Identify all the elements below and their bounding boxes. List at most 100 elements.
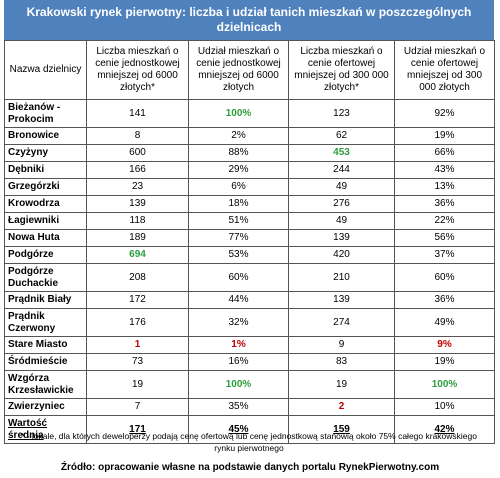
table-cell: 22% xyxy=(394,212,495,230)
table-cell: 172 xyxy=(86,291,189,309)
table-cell: 189 xyxy=(86,229,189,247)
table-body: Bieżanów - Prokocim 141 100% 123 92% Bronowic… xyxy=(4,99,495,444)
table-cell: 37% xyxy=(394,246,495,264)
table-cell: 51% xyxy=(188,212,289,230)
table-cell: 19 xyxy=(86,370,189,399)
table-cell: 19 xyxy=(288,370,395,399)
district-name: Krowodrza xyxy=(4,195,87,213)
table-row: Nowa Huta 189 77% 139 56% xyxy=(4,229,495,247)
column-header: Liczba mieszkań o cenie jednostkowej mni… xyxy=(86,40,189,100)
table-cell: 77% xyxy=(188,229,289,247)
table-cell: 49% xyxy=(394,308,495,337)
table-cell: 60% xyxy=(394,263,495,292)
district-name: Stare Miasto xyxy=(4,336,87,354)
table-row: Bronowice 8 2% 62 19% xyxy=(4,127,495,145)
table-cell: 244 xyxy=(288,161,395,179)
district-name: Czyżyny xyxy=(4,144,87,162)
district-name: Wartość średnia xyxy=(4,415,87,444)
table-cell: 2 xyxy=(288,398,395,416)
table-row: Grzegórzki 23 6% 49 13% xyxy=(4,178,495,196)
table-cell: 32% xyxy=(188,308,289,337)
table-cell: 100% xyxy=(394,370,495,399)
district-name: Prądnik Biały xyxy=(4,291,87,309)
table-cell: 88% xyxy=(188,144,289,162)
column-header: Udział mieszkań o cenie jednostkowej mni… xyxy=(188,40,289,100)
table-row: Podgórze Duchackie 208 60% 210 60% xyxy=(4,263,495,292)
table-row: Podgórze 694 53% 420 37% xyxy=(4,246,495,264)
table-row: Stare Miasto 1 1% 9 9% xyxy=(4,336,495,354)
table-row: Śródmieście 73 16% 83 19% xyxy=(4,353,495,371)
table-cell: 23 xyxy=(86,178,189,196)
district-name: Śródmieście xyxy=(4,353,87,371)
table-cell: 100% xyxy=(188,370,289,399)
column-header: Liczba mieszkań o cenie ofertowej mniejs… xyxy=(288,40,395,100)
table-cell: 16% xyxy=(188,353,289,371)
district-name: Podgórze xyxy=(4,246,87,264)
table-row: Wzgórza Krzesławickie 19 100% 19 100% xyxy=(4,370,495,399)
table-cell: 53% xyxy=(188,246,289,264)
table-cell: 49 xyxy=(288,178,395,196)
table-cell: 141 xyxy=(86,99,189,128)
table-cell: 73 xyxy=(86,353,189,371)
table-cell: 166 xyxy=(86,161,189,179)
table-cell: 10% xyxy=(394,398,495,416)
table-cell: 62 xyxy=(288,127,395,145)
table-row: Dębniki 166 29% 244 43% xyxy=(4,161,495,179)
district-name: Wzgórza Krzesławickie xyxy=(4,370,87,399)
table-cell: 453 xyxy=(288,144,395,162)
table-cell: 43% xyxy=(394,161,495,179)
table-row: Bieżanów - Prokocim 141 100% 123 92% xyxy=(4,99,495,128)
table-cell: 9 xyxy=(288,336,395,354)
table-cell: 694 xyxy=(86,246,189,264)
table-cell: 100% xyxy=(188,99,289,128)
table-cell: 139 xyxy=(86,195,189,213)
table-cell: 19% xyxy=(394,127,495,145)
district-name: Dębniki xyxy=(4,161,87,179)
table-row: Krowodrza 139 18% 276 36% xyxy=(4,195,495,213)
table-cell: 210 xyxy=(288,263,395,292)
table-cell: 600 xyxy=(86,144,189,162)
district-name: Prądnik Czerwony xyxy=(4,308,87,337)
table-cell: 18% xyxy=(188,195,289,213)
district-name: Grzegórzki xyxy=(4,178,87,196)
table-cell: 176 xyxy=(86,308,189,337)
column-header: Nazwa dzielnicy xyxy=(4,40,87,100)
table: Nazwa dzielnicy Liczba mieszkań o cenie j… xyxy=(4,40,495,444)
district-name: Bronowice xyxy=(4,127,87,145)
table-cell: 6% xyxy=(188,178,289,196)
table-row: Prądnik Czerwony 176 32% 274 49% xyxy=(4,308,495,337)
table-row: Łagiewniki 118 51% 49 22% xyxy=(4,212,495,230)
table-cell: 36% xyxy=(394,195,495,213)
table-row: Zwierzyniec 7 35% 2 10% xyxy=(4,398,495,416)
table-row: Czyżyny 600 88% 453 66% xyxy=(4,144,495,162)
district-name: Podgórze Duchackie xyxy=(4,263,87,292)
table-cell: 36% xyxy=(394,291,495,309)
table-cell: 56% xyxy=(394,229,495,247)
table-cell: 420 xyxy=(288,246,395,264)
table-cell: 139 xyxy=(288,291,395,309)
table-cell: 66% xyxy=(394,144,495,162)
table-cell: 44% xyxy=(188,291,289,309)
district-name: Zwierzyniec xyxy=(4,398,87,416)
source: Źródło: opracowanie własne na podstawie … xyxy=(60,462,440,473)
district-name: Łagiewniki xyxy=(4,212,87,230)
table-cell: 2% xyxy=(188,127,289,145)
table-cell: 1% xyxy=(188,336,289,354)
table-cell: 139 xyxy=(288,229,395,247)
table-row: Prądnik Biały 172 44% 139 36% xyxy=(4,291,495,309)
table-cell: 9% xyxy=(394,336,495,354)
table-cell: 118 xyxy=(86,212,189,230)
footnote: * - lokale, dla których deweloperzy poda… xyxy=(21,431,477,453)
district-name: Nowa Huta xyxy=(4,229,87,247)
table-cell: 123 xyxy=(288,99,395,128)
table-cell: 83 xyxy=(288,353,395,371)
table-cell: 276 xyxy=(288,195,395,213)
column-header: Udział mieszkań o cenie ofertowej mniejs… xyxy=(394,40,495,100)
table-cell: 7 xyxy=(86,398,189,416)
table-cell: 19% xyxy=(394,353,495,371)
table-cell: 1 xyxy=(86,336,189,354)
table-cell: 49 xyxy=(288,212,395,230)
table-cell: 29% xyxy=(188,161,289,179)
table-cell: 13% xyxy=(394,178,495,196)
